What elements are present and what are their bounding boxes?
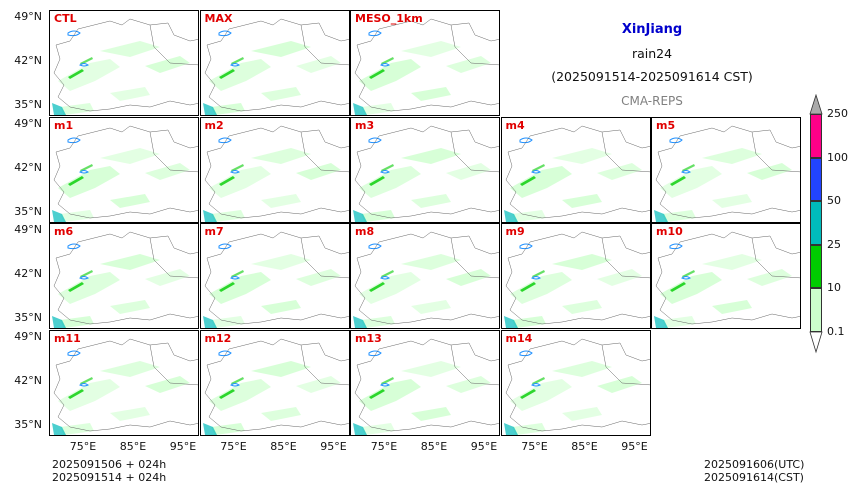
- colorbar-segment: [810, 201, 822, 245]
- longitude-tick-label: 95°E: [169, 440, 197, 453]
- init-time-footer: 2025091506 + 024h 2025091514 + 024h: [52, 458, 166, 484]
- map-canvas: [654, 231, 800, 328]
- longitude-tick-label: 75°E: [69, 440, 97, 453]
- latitude-tick-label: 42°N: [14, 373, 42, 387]
- ensemble-panel-m10: m10: [651, 223, 801, 329]
- ensemble-panel-m4: m4: [500, 116, 651, 223]
- panel-member-label: m1: [54, 118, 74, 132]
- latitude-tick-label: 49°N: [14, 10, 42, 23]
- valid-utc-text: 2025091606(UTC): [704, 458, 805, 471]
- map-canvas: [654, 125, 800, 222]
- map-variable-title: rain24: [631, 46, 673, 61]
- ensemble-panel-m14: m14: [500, 329, 651, 436]
- colorbar-level-label: 100: [827, 150, 848, 164]
- map-system-label: CMA-REPS: [621, 94, 683, 108]
- panel-member-label: CTL: [54, 12, 77, 25]
- latitude-tick-label: 35°N: [14, 311, 42, 324]
- valid-time-footer: 2025091606(UTC) 2025091614(CST): [704, 458, 804, 484]
- panel-member-label: m3: [355, 118, 375, 132]
- map-canvas: [202, 338, 349, 435]
- map-canvas: [503, 125, 650, 222]
- map-period-title: (2025091514-2025091614 CST): [551, 69, 753, 84]
- panel-member-label: m7: [204, 225, 224, 238]
- map-canvas: [52, 125, 198, 222]
- map-canvas: [353, 125, 499, 222]
- colorbar-segment: [810, 244, 822, 289]
- colorbar-level-label: 0.1: [827, 325, 845, 338]
- latitude-tick-label: 35°N: [14, 417, 42, 431]
- map-canvas: [202, 231, 349, 328]
- latitude-tick-label: 49°N: [14, 329, 42, 343]
- longitude-tick-label: 85°E: [270, 440, 297, 453]
- valid-cst-text: 2025091614(CST): [704, 471, 804, 484]
- longitude-tick-label: 85°E: [420, 440, 448, 453]
- ensemble-panel-m3: m3: [350, 116, 500, 223]
- longitude-tick-label: 95°E: [621, 440, 648, 453]
- latitude-tick-label: 42°N: [14, 160, 42, 174]
- ensemble-panel-m7: m7: [199, 223, 350, 329]
- longitude-tick-label: 75°E: [220, 440, 247, 453]
- panel-member-label: MAX: [204, 12, 233, 25]
- colorbar-level-label: 250: [827, 107, 848, 120]
- colorbar-arrows: [809, 94, 823, 354]
- colorbar-level-label: 10: [827, 281, 841, 295]
- map-canvas: [503, 231, 650, 328]
- panel-member-label: m12: [204, 331, 232, 345]
- panel-member-label: MESO_1km: [355, 12, 423, 25]
- longitude-tick-label: 95°E: [320, 440, 347, 453]
- latitude-tick-label: 42°N: [14, 267, 42, 280]
- map-canvas: [353, 231, 499, 328]
- panel-member-label: m14: [505, 331, 533, 345]
- map-canvas: [202, 125, 349, 222]
- panel-member-label: m10: [656, 225, 683, 238]
- ensemble-panel-m12: m12: [199, 329, 350, 436]
- ensemble-panel-m8: m8: [350, 223, 500, 329]
- latitude-tick-label: 35°N: [14, 98, 42, 111]
- ensemble-panel-m6: m6: [49, 223, 199, 329]
- ensemble-panel-max: MAX: [199, 10, 350, 116]
- panel-member-label: m8: [355, 225, 375, 238]
- panel-member-label: m4: [505, 118, 525, 132]
- ensemble-panel-m1: m1: [49, 116, 199, 223]
- ensemble-panel-ctl: CTL: [49, 10, 199, 116]
- panel-member-label: m6: [54, 225, 74, 238]
- colorbar-segment: [810, 114, 822, 158]
- ensemble-panel-m2: m2: [199, 116, 350, 223]
- map-canvas: [52, 338, 198, 435]
- panel-member-label: m2: [204, 118, 224, 132]
- latitude-tick-label: 49°N: [14, 223, 42, 236]
- latitude-tick-label: 42°N: [14, 54, 42, 67]
- panel-member-label: m5: [656, 118, 676, 132]
- init-utc-text: 2025091506 + 024h: [52, 458, 167, 471]
- latitude-tick-label: 49°N: [14, 116, 42, 130]
- ensemble-panel-m5: m5: [651, 116, 801, 223]
- map-canvas: [503, 338, 650, 435]
- panel-member-label: m11: [54, 331, 81, 345]
- ensemble-panel-meso_1km: MESO_1km: [350, 10, 500, 116]
- longitude-tick-label: 85°E: [571, 440, 598, 453]
- latitude-tick-label: 35°N: [14, 204, 42, 218]
- map-canvas: [202, 18, 349, 115]
- map-canvas: [52, 231, 198, 328]
- colorbar-level-label: 25: [827, 237, 841, 251]
- ensemble-panel-m9: m9: [500, 223, 651, 329]
- map-canvas: [353, 338, 499, 435]
- map-canvas: [52, 18, 198, 115]
- map-canvas: [353, 18, 499, 115]
- map-region-title: XinJiang: [621, 22, 683, 37]
- colorbar-segment: [810, 157, 822, 202]
- longitude-tick-label: 75°E: [521, 440, 548, 453]
- init-cst-text: 2025091514 + 024h: [52, 471, 167, 484]
- colorbar-level-label: 50: [827, 194, 841, 208]
- ensemble-panel-m11: m11: [49, 329, 199, 436]
- precipitation-colorbar: 0.1 10 25 50 100 250: [809, 94, 860, 356]
- ensemble-panel-m13: m13: [350, 329, 500, 436]
- longitude-tick-label: 95°E: [470, 440, 498, 453]
- longitude-tick-label: 75°E: [370, 440, 398, 453]
- longitude-tick-label: 85°E: [119, 440, 147, 453]
- panel-member-label: m9: [505, 225, 525, 238]
- colorbar-segment: [810, 288, 822, 332]
- panel-member-label: m13: [355, 331, 382, 345]
